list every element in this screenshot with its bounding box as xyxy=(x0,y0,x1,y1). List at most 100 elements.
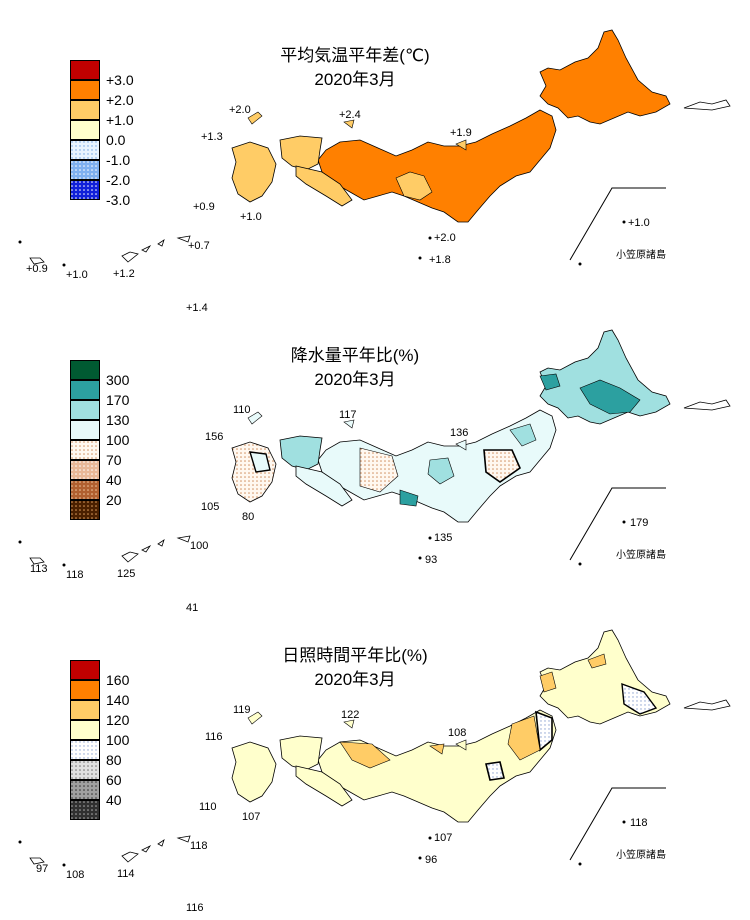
sunshine-panel: 日照時間平年比(%) 2020年3月 160 140 120 100 80 60… xyxy=(0,600,750,914)
value-label: 107 xyxy=(242,811,261,823)
ogasawara-label: 小笠原諸島 xyxy=(616,250,666,261)
legend-label: 100 xyxy=(106,732,130,748)
legend-label: 40 xyxy=(106,792,122,808)
value-label: 118 xyxy=(190,840,208,852)
value-label: 179 xyxy=(630,517,649,529)
legend-label: 160 xyxy=(106,672,130,688)
legend-label: 170 xyxy=(106,392,130,408)
panel-title: 日照時間平年比(%) xyxy=(282,646,428,665)
value-label: 108 xyxy=(66,869,85,881)
precipitation-panel: 降水量平年比(%) 2020年3月 300 170 130 100 70 40 … xyxy=(0,300,750,614)
temperature-panel: 平均気温平年差(℃) 2020年3月 +3.0 +2.0 +1.0 0.0 -1… xyxy=(0,0,750,314)
legend-label: 300 xyxy=(106,372,130,388)
value-label: 110 xyxy=(233,404,251,416)
value-label: 41 xyxy=(186,602,199,614)
value-label: 105 xyxy=(201,501,220,513)
value-label: +1.0 xyxy=(240,211,262,223)
panel-title: 降水量平年比(%) xyxy=(290,346,420,365)
value-label: 116 xyxy=(186,902,204,914)
value-label: 136 xyxy=(450,427,469,439)
legend-label: +1.0 xyxy=(106,112,134,128)
legend-label: 120 xyxy=(106,712,130,728)
legend-label: 140 xyxy=(106,692,130,708)
kyushu-region xyxy=(231,141,277,203)
legend-swatch xyxy=(70,460,100,480)
value-label: 100 xyxy=(190,540,209,552)
panel-subtitle: 2020年3月 xyxy=(314,70,396,89)
legend-label: 80 xyxy=(106,752,122,768)
value-label: 107 xyxy=(434,832,453,844)
legend-swatch xyxy=(70,80,100,100)
legend-swatch xyxy=(70,400,100,420)
legend-swatch xyxy=(70,60,100,80)
value-label: 156 xyxy=(205,431,224,443)
value-label: 118 xyxy=(66,569,84,581)
legend-label: 0.0 xyxy=(106,132,126,148)
ogasawara-label: 小笠原諸島 xyxy=(616,850,666,861)
ogasawara-label: 小笠原諸島 xyxy=(616,550,666,561)
value-label: +0.7 xyxy=(188,240,210,252)
honshu-region xyxy=(317,709,557,823)
legend-label: -1.0 xyxy=(106,152,131,168)
legend-label: +2.0 xyxy=(106,92,134,108)
panel-subtitle: 2020年3月 xyxy=(314,670,396,689)
panel-subtitle: 2020年3月 xyxy=(314,370,396,389)
value-label: 93 xyxy=(425,554,438,566)
value-label: 117 xyxy=(339,409,357,421)
legend-swatch xyxy=(70,380,100,400)
value-label: 80 xyxy=(242,511,255,523)
chugoku-region xyxy=(279,735,323,771)
value-label: 135 xyxy=(434,532,453,544)
legend-label: 20 xyxy=(106,492,122,508)
legend-swatch xyxy=(70,500,100,520)
value-label: +1.2 xyxy=(113,268,135,280)
japan-map xyxy=(18,29,731,267)
kyushu-region xyxy=(231,441,277,503)
value-label: +1.9 xyxy=(450,127,472,139)
value-label: +1.4 xyxy=(186,302,208,314)
value-label: 108 xyxy=(448,727,467,739)
legend-swatch xyxy=(70,120,100,140)
value-label: +2.0 xyxy=(229,104,251,116)
value-label: 110 xyxy=(199,801,217,813)
value-label: +1.3 xyxy=(201,131,223,143)
legend-label: 60 xyxy=(106,772,122,788)
legend-swatch xyxy=(70,760,100,780)
japan-map xyxy=(18,329,731,567)
value-label: 118 xyxy=(630,817,648,829)
honshu-region xyxy=(317,109,557,223)
value-label: 96 xyxy=(425,854,438,866)
legend-swatch xyxy=(70,360,100,380)
legend-label: 70 xyxy=(106,452,122,468)
value-label: 125 xyxy=(117,568,136,580)
legend-label: 130 xyxy=(106,412,130,428)
legend-swatch xyxy=(70,160,100,180)
legend-label: +3.0 xyxy=(106,72,134,88)
legend-swatch xyxy=(70,100,100,120)
value-label: +1.0 xyxy=(628,217,650,229)
value-label: 116 xyxy=(205,731,223,743)
legend-swatch xyxy=(70,420,100,440)
legend-swatch xyxy=(70,140,100,160)
hokkaido-region xyxy=(539,29,671,125)
legend-swatch xyxy=(70,720,100,740)
legend-swatch xyxy=(70,180,100,200)
legend-swatch xyxy=(70,680,100,700)
value-label: 113 xyxy=(30,563,48,575)
value-label: +0.9 xyxy=(26,263,48,275)
panel-title: 平均気温平年差(℃) xyxy=(280,46,430,65)
legend-swatch xyxy=(70,480,100,500)
value-label: 119 xyxy=(233,704,251,716)
legend-label: -3.0 xyxy=(106,192,131,208)
kyushu-region xyxy=(231,741,277,803)
value-label: 122 xyxy=(341,709,360,721)
value-label: +1.0 xyxy=(66,269,88,281)
value-label: +2.0 xyxy=(434,232,456,244)
legend-swatch xyxy=(70,440,100,460)
legend-label: 100 xyxy=(106,432,130,448)
chugoku-region xyxy=(279,135,323,171)
legend-swatch xyxy=(70,700,100,720)
legend-swatch xyxy=(70,740,100,760)
legend-swatch xyxy=(70,780,100,800)
value-label: +0.9 xyxy=(193,201,215,213)
